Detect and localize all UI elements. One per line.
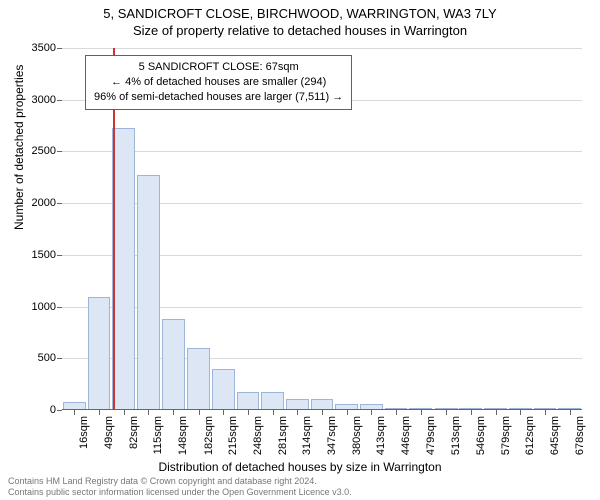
x-tick-mark [496, 410, 497, 415]
x-tick-label: 281sqm [277, 416, 289, 455]
x-tick-mark [396, 410, 397, 415]
footer-attribution: Contains HM Land Registry data © Crown c… [8, 476, 352, 498]
marker-annotation: 5 SANDICROFT CLOSE: 67sqm ← 4% of detach… [85, 55, 352, 110]
y-axis-label: Number of detached properties [12, 65, 26, 230]
annotation-line3: 96% of semi-detached houses are larger (… [94, 90, 343, 105]
x-axis-label: Distribution of detached houses by size … [0, 460, 600, 474]
y-tick-mark [57, 358, 62, 359]
x-tick-label: 148sqm [177, 416, 189, 455]
y-tick-label: 1500 [32, 249, 56, 261]
x-tick-label: 215sqm [227, 416, 239, 455]
grid-line [62, 151, 582, 152]
y-tick-label: 2000 [32, 197, 56, 209]
x-tick-mark [148, 410, 149, 415]
x-tick-label: 546sqm [475, 416, 487, 455]
y-tick-label: 1000 [32, 301, 56, 313]
annotation-line1: 5 SANDICROFT CLOSE: 67sqm [94, 60, 343, 75]
x-tick-mark [223, 410, 224, 415]
footer-line2: Contains public sector information licen… [8, 487, 352, 498]
x-tick-label: 446sqm [400, 416, 412, 455]
x-tick-label: 248sqm [252, 416, 264, 455]
x-tick-label: 612sqm [524, 416, 536, 455]
histogram-bar [237, 392, 260, 410]
y-tick-mark [57, 48, 62, 49]
x-tick-label: 678sqm [574, 416, 586, 455]
y-tick-label: 2500 [32, 145, 56, 157]
y-tick-label: 3500 [32, 42, 56, 54]
y-tick-mark [57, 410, 62, 411]
y-tick-mark [57, 307, 62, 308]
x-tick-label: 49sqm [103, 416, 115, 449]
x-tick-mark [74, 410, 75, 415]
x-tick-mark [570, 410, 571, 415]
x-tick-label: 579sqm [500, 416, 512, 455]
x-tick-mark [124, 410, 125, 415]
x-tick-mark [371, 410, 372, 415]
x-tick-mark [520, 410, 521, 415]
y-tick-label: 3000 [32, 94, 56, 106]
x-tick-label: 413sqm [375, 416, 387, 455]
annotation-line2: ← 4% of detached houses are smaller (294… [94, 75, 343, 90]
y-tick-mark [57, 100, 62, 101]
x-tick-mark [322, 410, 323, 415]
x-tick-mark [173, 410, 174, 415]
x-tick-label: 347sqm [326, 416, 338, 455]
x-tick-mark [273, 410, 274, 415]
x-tick-label: 645sqm [549, 416, 561, 455]
histogram-bar [112, 128, 135, 410]
histogram-bar [261, 392, 284, 410]
title-address: 5, SANDICROFT CLOSE, BIRCHWOOD, WARRINGT… [0, 0, 600, 21]
histogram-bar [88, 297, 111, 410]
x-tick-label: 479sqm [425, 416, 437, 455]
x-tick-mark [545, 410, 546, 415]
x-tick-label: 314sqm [301, 416, 313, 455]
x-tick-mark [199, 410, 200, 415]
x-tick-label: 380sqm [351, 416, 363, 455]
x-tick-mark [297, 410, 298, 415]
grid-line [62, 48, 582, 49]
y-tick-label: 0 [50, 404, 56, 416]
x-tick-mark [248, 410, 249, 415]
x-tick-label: 16sqm [78, 416, 90, 449]
histogram-bar [212, 369, 235, 410]
y-tick-mark [57, 203, 62, 204]
y-tick-mark [57, 151, 62, 152]
histogram-bar [137, 175, 160, 410]
x-tick-label: 182sqm [203, 416, 215, 455]
x-tick-mark [446, 410, 447, 415]
x-tick-label: 115sqm [152, 416, 164, 454]
histogram-bar [162, 319, 185, 410]
x-tick-mark [99, 410, 100, 415]
x-tick-label: 513sqm [450, 416, 462, 455]
histogram-bar [187, 348, 210, 410]
x-tick-mark [347, 410, 348, 415]
title-subtitle: Size of property relative to detached ho… [0, 21, 600, 38]
x-axis-line [62, 409, 582, 410]
x-tick-mark [471, 410, 472, 415]
x-tick-mark [421, 410, 422, 415]
footer-line1: Contains HM Land Registry data © Crown c… [8, 476, 352, 487]
x-tick-label: 82sqm [128, 416, 140, 449]
y-tick-mark [57, 255, 62, 256]
y-tick-label: 500 [38, 352, 56, 364]
